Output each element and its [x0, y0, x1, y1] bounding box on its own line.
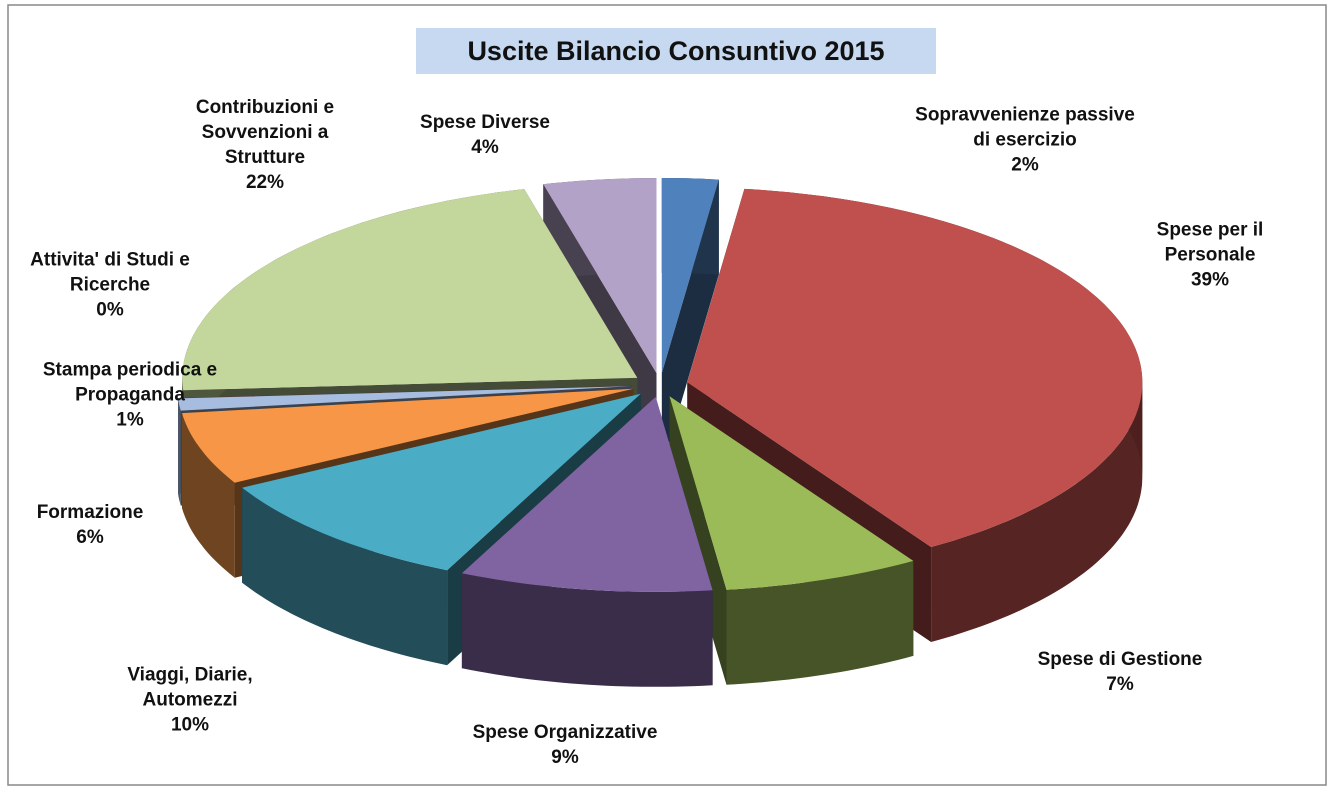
data-label: Contribuzioni e Sovvenzioni a Strutture 2… [165, 95, 365, 195]
slice-rim [461, 573, 713, 687]
data-label: Formazione 6% [10, 500, 170, 550]
slice-rim [178, 398, 181, 506]
slice-rim [931, 382, 1143, 642]
value-label: 22% [245, 172, 285, 193]
slice [182, 189, 638, 391]
value-label: 9% [551, 747, 579, 768]
category-label: Spese Organizzative [472, 722, 658, 743]
data-label: Stampa periodica e Propaganda 1% [0, 358, 260, 433]
slice-rim [726, 560, 914, 685]
slice [178, 386, 633, 411]
data-label: Spese Organizzative 9% [435, 720, 695, 770]
value-label: 1% [116, 409, 144, 431]
slice-rim [182, 413, 235, 578]
slice [242, 393, 641, 571]
category-label: Formazione [36, 502, 144, 523]
slice [182, 388, 634, 483]
value-label: 39% [1190, 269, 1230, 291]
category-label: Spese di Gestione [1037, 649, 1203, 670]
slice [543, 178, 657, 374]
slice [461, 396, 713, 592]
category-label: Spese per il Personale [1156, 219, 1264, 266]
chart-title: Uscite Bilancio Consuntivo 2015 [416, 28, 936, 74]
value-label: 4% [471, 137, 499, 158]
category-label: Sopravvenienze passive di esercizio [915, 104, 1135, 151]
data-label: Spese per il Personale 39% [1135, 218, 1285, 293]
data-label: Sopravvenienze passive di esercizio 2% [905, 103, 1145, 178]
slice [178, 385, 633, 398]
slice [661, 178, 719, 373]
value-label: 0% [96, 299, 124, 321]
category-label: Stampa periodica e Propaganda [42, 359, 218, 406]
slice-tops [178, 178, 1143, 592]
value-label: 10% [170, 714, 210, 736]
value-label: 7% [1106, 674, 1134, 695]
category-label: Viaggi, Diarie, Automezzi [127, 664, 253, 711]
value-label: 2% [1011, 154, 1039, 176]
slice [687, 188, 1143, 547]
slice [669, 396, 914, 590]
data-label: Viaggi, Diarie, Automezzi 10% [100, 663, 280, 738]
data-label: Spese di Gestione 7% [1005, 647, 1235, 697]
slice-rim [242, 487, 448, 666]
data-label: Spese Diverse 4% [385, 110, 585, 160]
data-label: Attivita' di Studi e Ricerche 0% [10, 248, 210, 323]
category-label: Spese Diverse [420, 112, 550, 133]
category-label: Contribuzioni e Sovvenzioni a Strutture [195, 97, 335, 168]
value-label: 6% [76, 527, 104, 548]
category-label: Attivita' di Studi e Ricerche [30, 249, 190, 296]
